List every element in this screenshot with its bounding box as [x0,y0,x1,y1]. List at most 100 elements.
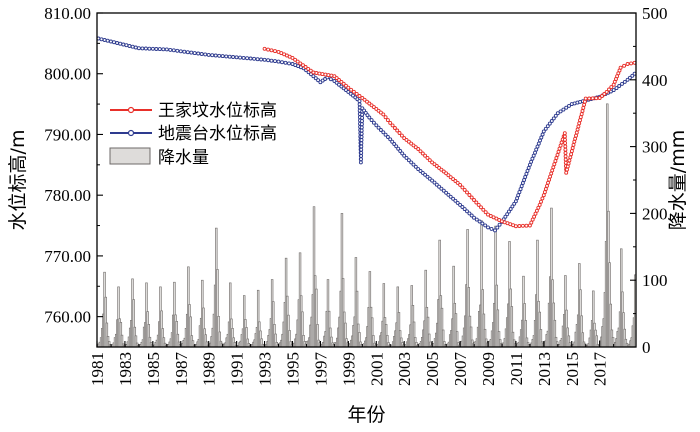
dizhentai-series-point [359,125,364,130]
wangjiafen-series-point [385,118,390,123]
x-tick-label: 1991 [228,352,247,386]
dizhentai-series-point [276,59,281,64]
x-tick-label: 1981 [88,352,107,386]
wangjiafen-series-point [273,49,277,54]
dizhentai-series-point [423,172,428,177]
wangjiafen-series-point [576,124,581,129]
wangjiafen-series-point [549,171,554,176]
dizhentai-series-point [617,84,622,88]
dizhentai-series-point [472,215,476,220]
dizhentai-series-point [622,79,627,84]
dizhentai-series-point [520,181,525,185]
x-tick-label: 1987 [172,352,191,387]
legend-rain-swatch [109,147,151,165]
wangjiafen-series-point [397,131,402,135]
wangjiafen-series-point [563,154,568,159]
wangjiafen-series-point [600,94,604,98]
dizhentai-series-point [157,47,162,52]
wangjiafen-series-point [548,174,553,179]
dizhentai-series-point [524,171,529,176]
wangjiafen-series-point [563,141,568,146]
dizhentai-series-point [540,132,545,137]
wangjiafen-series-point [479,205,483,210]
dizhentai-series-point [519,184,524,189]
dizhentai-series-point [453,198,458,203]
dizhentai-series-point [522,178,527,182]
x-tick-label: 1999 [339,352,358,386]
x-tick-label: 1985 [144,352,163,386]
dizhentai-series-point [224,54,229,59]
dizhentai-series-point [328,77,333,82]
wangjiafen-series-point [467,193,472,197]
dizhentai-series-point [133,45,138,50]
dizhentai-series-point [497,222,502,227]
wangjiafen-series-point [625,62,630,66]
dizhentai-series-point [512,201,517,206]
wangjiafen-series-point [546,180,550,185]
wangjiafen-series-point [554,156,559,160]
wangjiafen-series-point [346,85,351,90]
right-y-tick-label: 300 [642,138,668,157]
dizhentai-series-point [530,156,535,161]
dizhentai-series-point [357,102,362,107]
wangjiafen-series-point [455,180,460,185]
dizhentai-series-point [503,214,508,219]
dizhentai-series-point [234,55,239,60]
wangjiafen-series-point [337,78,341,82]
dizhentai-series-point [161,47,166,52]
dizhentai-series-point [486,225,490,230]
dizhentai-series-point [525,168,530,173]
dizhentai-series-point [551,116,556,121]
wangjiafen-series-point [536,205,541,210]
right-y-axis-title: 降水量/mm [667,130,689,230]
dizhentai-series-point [245,56,250,61]
dizhentai-series-point [441,188,446,193]
dizhentai-series-point [313,76,318,81]
dizhentai-series-point [381,130,386,135]
dizhentai-series-point [283,60,288,65]
wangjiafen-series-point [547,177,552,182]
wangjiafen-series-point [295,59,300,64]
x-tick-label: 2015 [563,352,582,386]
dizhentai-series-point [255,57,260,62]
wangjiafen-series-point [570,146,575,150]
wangjiafen-series-point [395,128,400,133]
wangjiafen-series-point [357,94,362,98]
dizhentai-series-point [374,123,379,128]
dizhentai-series-point [360,115,365,120]
dizhentai-series-point [266,58,271,63]
wangjiafen-series-point [565,167,569,172]
dizhentai-series-point [547,121,552,126]
dizhentai-series-point [147,46,152,51]
dizhentai-series-point [269,58,274,63]
dizhentai-series-point [359,122,364,127]
wangjiafen-series-point [539,199,543,204]
wangjiafen-series-point [329,73,334,78]
wangjiafen-series-point [320,72,325,77]
dizhentai-series-point [462,207,467,212]
wangjiafen-series-point [530,217,535,222]
dizhentai-series-point [369,118,374,123]
dizhentai-series-point [150,46,155,51]
wangjiafen-series-point [469,195,474,200]
dizhentai-series-point [455,200,460,205]
dizhentai-series-point [611,88,616,93]
dizhentai-series-point [625,77,630,82]
dizhentai-series-point [506,209,511,214]
wangjiafen-series-point [553,159,558,164]
left-y-tick-label: 790.00 [44,125,91,144]
wangjiafen-series-point [564,170,569,175]
dizhentai-series-point [451,196,456,201]
dizhentai-series-point [360,112,365,117]
dizhentai-series-point [620,81,624,86]
dizhentai-series-point [465,209,469,214]
wangjiafen-series-point [517,224,522,228]
wangjiafen-series-point [474,200,479,205]
dizhentai-series-point [448,194,453,199]
wangjiafen-series-point [582,99,587,104]
dizhentai-series-point [529,159,534,164]
dizhentai-series-point [541,129,546,134]
x-tick-label: 1993 [256,352,275,386]
wangjiafen-series-point [314,71,319,75]
